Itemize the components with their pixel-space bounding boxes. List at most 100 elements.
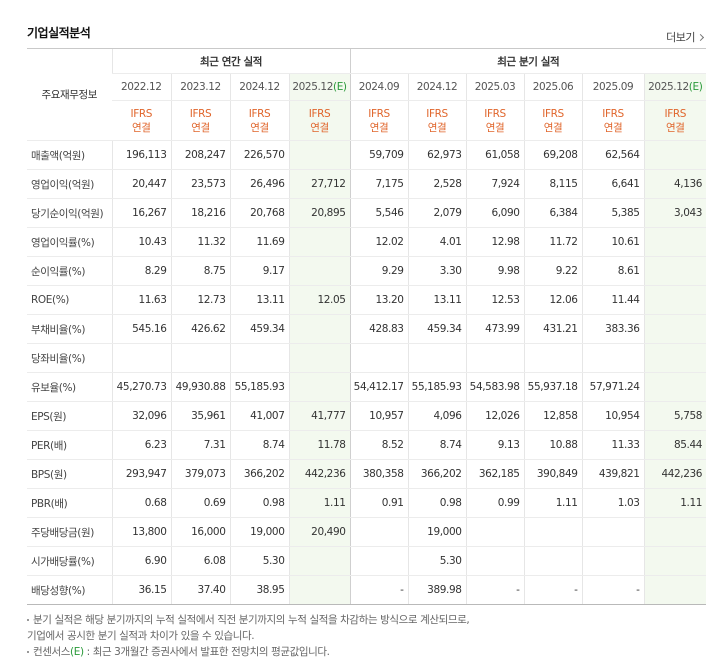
data-cell: 13.11 — [229, 285, 289, 315]
data-cell — [229, 343, 289, 373]
data-cell: 20,490 — [288, 517, 351, 547]
row-label: ROE(%) — [27, 285, 112, 315]
footnote-part: 컨센서스 — [33, 646, 71, 658]
row-label: PER(배) — [27, 430, 112, 460]
data-cell — [523, 546, 583, 576]
data-cell: 37.40 — [170, 575, 230, 605]
data-cell: 5.30 — [407, 546, 467, 576]
data-cell: 11.69 — [229, 227, 289, 257]
data-cell: 4,136 — [643, 169, 707, 199]
data-cell — [465, 517, 525, 547]
standard-header: IFRS 연결 — [407, 100, 467, 141]
period-label: 2025.06 — [532, 81, 574, 93]
data-cell: 4,096 — [407, 401, 467, 431]
data-cell: 62,564 — [581, 140, 645, 170]
standard-label: 연결 — [666, 121, 685, 134]
footnote-line: 기업에서 공시한 분기 실적과 차이가 있을 수 있습니다. — [27, 630, 255, 642]
footnote-part: (E) — [70, 646, 84, 658]
data-cell: 226,570 — [229, 140, 289, 170]
more-link[interactable]: 더보기 — [666, 29, 703, 45]
data-row: 배당성향(%) 36.15 37.40 38.95-389.98- - - — [27, 575, 707, 605]
data-cell: 7,924 — [465, 169, 525, 199]
group-header: 최근 분기 실적 — [349, 48, 707, 74]
row-label: 주당배당금(원) — [27, 517, 112, 547]
group-header: 최근 연간 실적 — [111, 48, 351, 74]
footnote-line: 컨센서스(E) : 최근 3개월간 증권사에서 발표한 전망치의 평균값입니다. — [27, 644, 469, 660]
data-cell: 6,384 — [523, 198, 583, 228]
data-cell: 208,247 — [170, 140, 230, 170]
data-cell: 6,641 — [581, 169, 645, 199]
standard-label: IFRS — [130, 107, 153, 120]
data-cell: 26,496 — [229, 169, 289, 199]
data-cell: 54,583.98 — [465, 372, 525, 402]
standard-header: IFRS 연결 — [288, 100, 351, 141]
data-cell: 27,712 — [288, 169, 351, 199]
data-cell: 8.29 — [111, 256, 171, 286]
table-head: 주요재무정보 최근 연간 실적 최근 분기 실적 2022.12 2023.12 2024… — [27, 48, 707, 141]
data-cell: 57,971.24 — [581, 372, 645, 402]
data-cell — [523, 517, 583, 547]
data-cell: 41,007 — [229, 401, 289, 431]
data-cell: 0.69 — [170, 488, 230, 518]
data-cell: 8.61 — [581, 256, 645, 286]
standard-header: IFRS 연결 — [465, 100, 525, 141]
data-cell: 6.23 — [111, 430, 171, 460]
header-row: 주요재무정보 최근 연간 실적 최근 분기 실적 — [27, 48, 707, 141]
data-cell: 13.11 — [407, 285, 467, 315]
standard-header: IFRS 연결 — [643, 100, 707, 141]
data-cell — [581, 343, 645, 373]
data-cell: 8,115 — [523, 169, 583, 199]
data-cell — [407, 343, 467, 373]
row-label: 유보율(%) — [27, 372, 112, 402]
standard-header: IFRS 연결 — [523, 100, 583, 141]
standard-label: 연결 — [543, 121, 563, 134]
data-cell: 9.22 — [523, 256, 583, 286]
data-cell — [643, 285, 707, 315]
data-cell: 379,073 — [170, 459, 230, 489]
data-cell: 390,849 — [523, 459, 583, 489]
data-cell: 0.98 — [229, 488, 289, 518]
data-cell — [581, 517, 645, 547]
estimate-mark: (E) — [333, 81, 347, 93]
standard-label: IFRS — [664, 107, 687, 120]
data-cell: - — [523, 575, 583, 605]
period-label: 2025.12 — [292, 81, 333, 93]
data-cell — [349, 546, 409, 576]
data-row: 영업이익률(%) 10.43 11.32 11.69 12.02 4.01 12.98 11.… — [27, 227, 707, 257]
period-label: 2025.09 — [592, 81, 634, 93]
data-row: 당좌비율(%) — [27, 343, 707, 373]
data-cell: 10.88 — [523, 430, 583, 460]
period-header: 2024.12 — [407, 73, 467, 101]
data-cell: 59,709 — [349, 140, 409, 170]
standard-label: IFRS — [308, 107, 331, 120]
data-cell: 7,175 — [349, 169, 409, 199]
period-label: 2024.12 — [239, 81, 280, 93]
data-cell: 0.91 — [349, 488, 409, 518]
data-cell — [111, 343, 171, 373]
standard-header: IFRS 연결 — [229, 100, 289, 141]
data-row: 순이익률(%) 8.29 8.75 9.17 9.29 3.30 9.98 9.22 8.61 — [27, 256, 707, 286]
data-cell: 196,113 — [111, 140, 171, 170]
data-cell: 11.44 — [581, 285, 645, 315]
data-cell: 428.83 — [349, 314, 409, 344]
data-row: 당기순이익(억원) 16,267 18,216 20,768 20,895 5,546 2,… — [27, 198, 707, 228]
data-cell: 61,058 — [465, 140, 525, 170]
period-header: 2025.12(E) — [643, 73, 707, 101]
data-cell: 366,202 — [229, 459, 289, 489]
data-cell: 459.34 — [407, 314, 467, 344]
data-cell: 459.34 — [229, 314, 289, 344]
data-cell: 69,208 — [523, 140, 583, 170]
data-cell: 7.31 — [170, 430, 230, 460]
standard-label: 연결 — [603, 121, 623, 134]
row-label: 영업이익률(%) — [27, 227, 112, 257]
standard-label: 연결 — [427, 121, 447, 134]
data-cell: 62,973 — [407, 140, 467, 170]
data-row: 영업이익(억원) 20,447 23,573 26,496 27,712 7,175 2,5… — [27, 169, 707, 199]
data-cell: 2,528 — [407, 169, 467, 199]
data-cell: 12.73 — [170, 285, 230, 315]
data-cell: 19,000 — [407, 517, 467, 547]
data-cell — [288, 372, 351, 402]
data-cell: 8.74 — [229, 430, 289, 460]
data-cell: 10.43 — [111, 227, 171, 257]
data-cell — [288, 314, 351, 344]
